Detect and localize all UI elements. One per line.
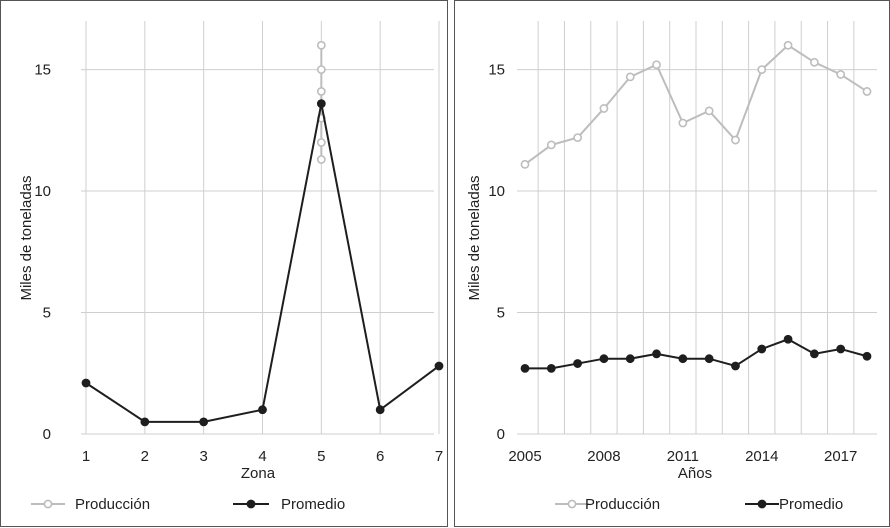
c1-xtick-label: 2 [141,448,149,465]
c1-legend-produccion-label: Producción [75,496,150,513]
c2-produccion-point [862,87,872,96]
c1-x-axis-title: Zona [241,465,276,482]
chart-anos: 0 5 10 15 2005 2008 2011 2014 2017 Años Miles de t… [466,21,877,513]
c2-ytick-label: 10 [488,183,505,200]
c2-promedio-line [525,338,868,370]
c2-xtick-label: 2011 [667,448,699,465]
c1-promedio-point [140,417,150,427]
c2-promedio-point [783,334,793,344]
c1-promedio-point [81,378,91,388]
c2-produccion-point [599,104,609,113]
c2-x-axis-title: Años [678,465,712,482]
c2-produccion-point [520,159,530,169]
c2-promedio-point [704,354,714,364]
c2-promedio-point [836,344,846,354]
c1-xtick-label: 6 [376,448,384,465]
c2-produccion-point [625,72,635,82]
c2-produccion-point [652,60,661,70]
c2-promedio-point [862,351,872,361]
c1-legend-promedio-label: Promedio [281,496,345,513]
c1-promedio-point [316,99,326,108]
c1-produccion-point [316,40,326,50]
c1-ytick-label: 10 [34,183,51,200]
chart-panel-anos: 0 5 10 15 2005 2008 2011 2014 2017 Años Miles de t… [454,0,890,527]
c2-produccion-point [836,70,846,79]
c2-legend-promedio-marker [757,499,767,509]
c1-legend-promedio-marker [246,499,256,509]
c2-xtick-label: 2017 [824,448,857,465]
c2-promedio-point [678,354,688,364]
c2-promedio-point [625,354,635,364]
c1-promedio-point [258,405,267,415]
c2-produccion-point [731,135,740,145]
chart-zona: 0 5 10 15 1 2 3 4 5 6 7 Zona Miles de toneladas Produ… [18,21,444,513]
c1-promedio-point [199,417,209,427]
c2-promedio-point [757,344,767,354]
c1-xtick-label: 1 [82,448,90,465]
c2-promedio-point [573,359,583,368]
c2-produccion-point [704,106,714,116]
c2-ytick-label: 0 [497,426,505,443]
c2-legend-produccion-label: Producción [585,496,660,513]
c1-promedio-point [434,361,444,371]
c2-promedio-point [652,349,661,359]
c2-promedio-point [731,361,740,371]
c1-ytick-label: 0 [43,426,51,443]
c1-ytick-label: 5 [43,305,51,322]
c1-xtick-label: 7 [435,448,443,465]
c1-y-axis-title: Miles de toneladas [18,175,35,300]
c2-produccion-point [783,40,793,50]
c2-xtick-label: 2005 [508,448,541,465]
c1-xtick-label: 4 [258,448,266,465]
c2-ytick-label: 15 [488,62,505,79]
c2-legend-promedio-label: Promedio [779,496,843,513]
c1-xtick-label: 3 [199,448,207,465]
c2-promedio-point [520,364,530,373]
c2-produccion-point [573,133,583,143]
c2-promedio-point [809,349,819,359]
c2-ytick-label: 5 [497,305,505,322]
c2-produccion-point [678,118,688,128]
c1-produccion-point [316,87,326,96]
c2-produccion-line [524,44,868,166]
c2-produccion-point [809,57,819,67]
c1-ytick-label: 15 [34,62,51,79]
c1-produccion-point [316,65,326,74]
c1-promedio-point [375,405,385,415]
c1-produccion-point [316,155,326,164]
c2-promedio-point [546,364,556,373]
c1-produccion-point [316,138,326,147]
c2-legend-produccion-marker [567,499,577,509]
c1-legend-produccion-marker [43,499,53,509]
chart-panel-zona: 0 5 10 15 1 2 3 4 5 6 7 Zona Miles de toneladas Produ… [0,0,448,527]
c2-produccion-point [757,65,767,74]
c1-xtick-label: 5 [317,448,325,465]
c2-y-axis-title: Miles de toneladas [466,175,483,300]
c2-xtick-label: 2008 [587,448,620,465]
c2-xtick-label: 2014 [745,448,778,465]
c2-promedio-point [599,354,609,364]
c2-produccion-point [546,140,556,150]
